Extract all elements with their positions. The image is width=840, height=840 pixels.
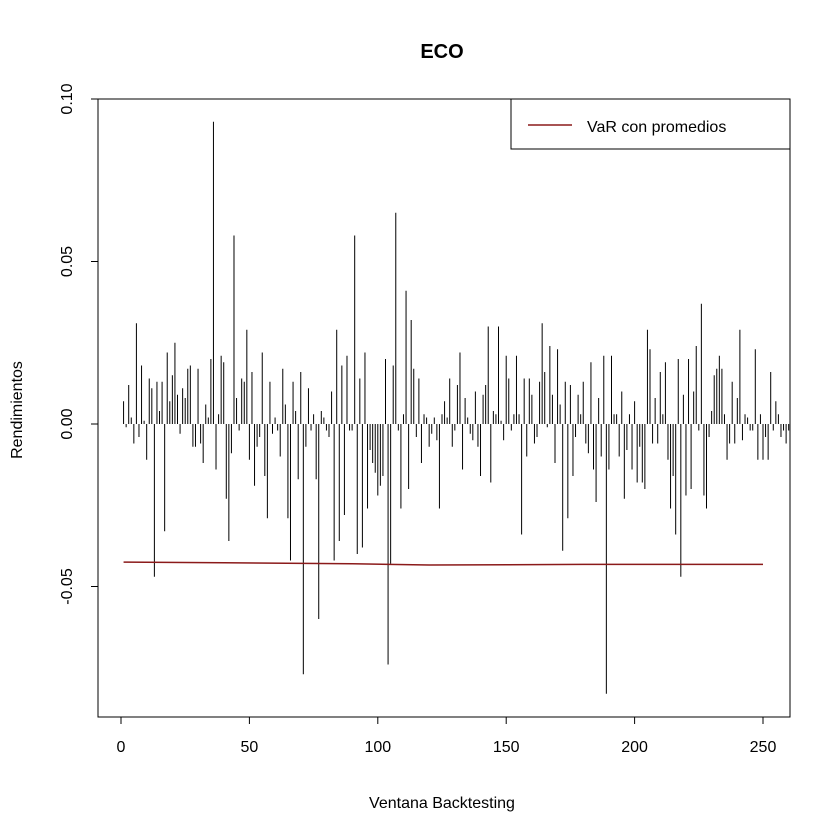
x-tick-label: 0 — [117, 739, 126, 756]
y-axis: -0.05 0.00 0.05 0.10 — [59, 83, 99, 605]
legend: VaR con promedios — [510, 98, 791, 150]
x-axis: 0 50 100 150 200 250 — [117, 716, 777, 756]
y-tick-label: 0.10 — [59, 83, 76, 114]
chart-title: ECO — [420, 41, 463, 63]
x-tick-label: 250 — [750, 739, 777, 756]
x-tick-label: 100 — [364, 739, 391, 756]
legend-box — [510, 98, 791, 150]
x-tick-label: 50 — [241, 739, 259, 756]
var-line — [123, 561, 763, 566]
y-tick-label: -0.05 — [59, 568, 76, 605]
plot-frame — [97, 98, 791, 718]
returns-series — [123, 121, 790, 694]
y-axis-label: Rendimientos — [9, 361, 26, 459]
x-axis-label: Ventana Backtesting — [369, 795, 515, 812]
y-tick-label: 0.00 — [59, 408, 76, 439]
legend-label: VaR con promedios — [587, 119, 726, 136]
var-series — [123, 561, 763, 566]
y-tick-label: 0.05 — [59, 246, 76, 277]
x-tick-label: 200 — [621, 739, 648, 756]
x-tick-label: 150 — [493, 739, 520, 756]
